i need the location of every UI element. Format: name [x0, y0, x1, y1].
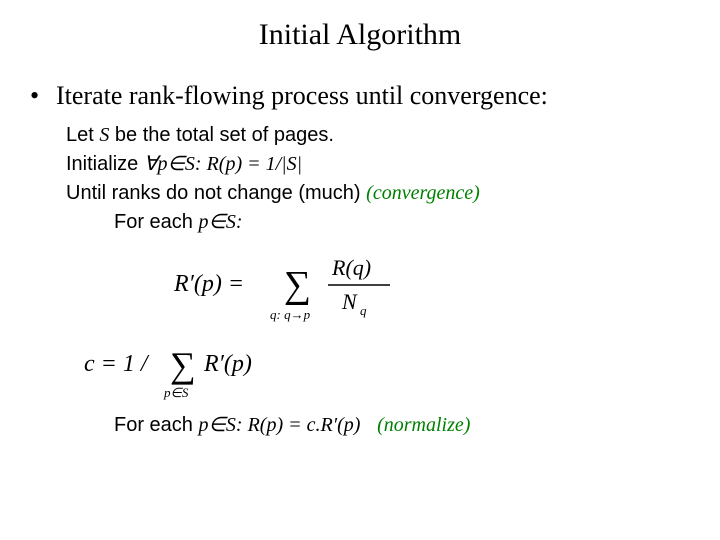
- eq-sub: p∈S: [163, 385, 189, 400]
- eq-rhs: R′(p): [203, 351, 252, 377]
- slide-title: Initial Algorithm: [40, 18, 680, 52]
- bullet-item: • Iterate rank-flowing process until con…: [30, 80, 680, 111]
- text: Initialize: [66, 153, 144, 175]
- algorithm-body: Let S be the total set of pages. Initial…: [66, 121, 680, 440]
- note-convergence: (convergence): [366, 182, 480, 204]
- note-normalize: (normalize): [377, 414, 470, 436]
- text: For each: [114, 211, 198, 233]
- text: be the total set of pages.: [109, 124, 334, 146]
- math: p∈S: R(p) = c.R′(p): [198, 414, 360, 436]
- line-let: Let S be the total set of pages.: [66, 121, 680, 150]
- text: For each: [114, 414, 198, 436]
- bullet-marker: •: [30, 80, 56, 111]
- eq-sub: q: q→p: [270, 307, 311, 322]
- line-foreach-2: For each p∈S: R(p) = c.R′(p) (normalize): [114, 411, 680, 440]
- sigma-icon: ∑: [170, 345, 196, 385]
- equation-c: c = 1 / ∑ p∈S R′(p): [66, 335, 680, 401]
- math: ∀p∈S: R(p) = 1/|S|: [144, 153, 302, 175]
- equation-svg: c = 1 / ∑ p∈S R′(p): [66, 335, 366, 401]
- eq-frac-bot: N: [341, 289, 358, 314]
- equation-svg: R′(p) = ∑ q: q→p R(q) N q: [114, 247, 454, 325]
- text: Until ranks do not change (much): [66, 182, 366, 204]
- equation-rprime: R′(p) = ∑ q: q→p R(q) N q: [114, 247, 680, 325]
- text: Let: [66, 124, 99, 146]
- line-init: Initialize ∀p∈S: R(p) = 1/|S|: [66, 150, 680, 179]
- eq-lhs: c = 1 /: [84, 351, 150, 377]
- sigma-icon: ∑: [284, 264, 311, 306]
- line-foreach-1: For each p∈S:: [114, 208, 680, 237]
- bullet-text: Iterate rank-flowing process until conve…: [56, 80, 548, 111]
- slide: Initial Algorithm • Iterate rank-flowing…: [0, 0, 720, 540]
- var-S: S: [99, 124, 109, 146]
- eq-frac-top: R(q): [331, 255, 371, 280]
- eq-frac-bot-sub: q: [360, 303, 367, 318]
- eq-lhs: R′(p) =: [173, 271, 244, 297]
- line-until: Until ranks do not change (much) (conver…: [66, 179, 680, 208]
- math: p∈S:: [198, 211, 242, 233]
